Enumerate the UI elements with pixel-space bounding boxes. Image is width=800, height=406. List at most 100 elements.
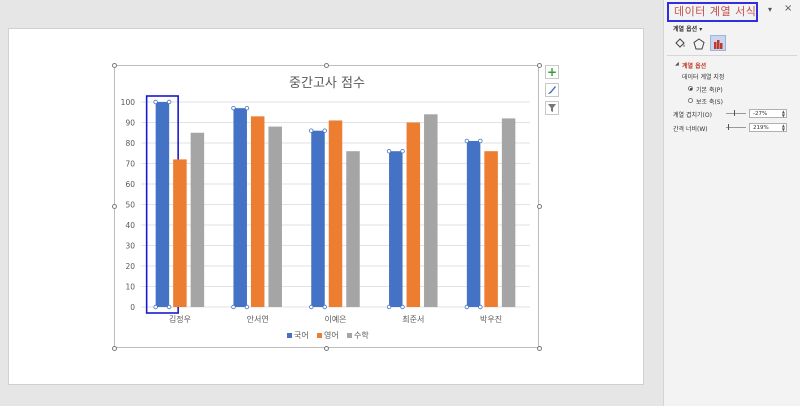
spin-down-icon[interactable]: ▼ [781,127,785,132]
pane-options-arrow-icon[interactable]: ▾ [768,5,773,14]
selection-handle[interactable] [400,148,405,154]
series-overlap-input[interactable]: -27% ▲ ▼ [749,109,787,118]
gap-width-slider[interactable] [726,127,746,128]
selection-handle[interactable] [478,138,483,144]
selection-handle[interactable] [244,304,250,310]
y-tick-label: 20 [125,262,135,271]
selection-handle[interactable] [322,304,327,310]
bar-영어[interactable] [484,151,498,307]
selection-handle[interactable] [244,105,250,111]
bar-국어[interactable] [233,108,247,308]
selection-handle[interactable] [478,304,483,310]
bar-영어[interactable] [328,120,343,307]
x-tick-label: 이예은 [324,314,346,324]
pane-title: 데이터 계열 서식 [667,2,758,22]
x-tick-label: 안서연 [247,314,269,324]
y-tick-label: 50 [125,201,135,210]
y-tick-label: 0 [130,303,135,312]
selection-handle[interactable] [386,148,392,154]
resize-handle-top-left[interactable] [112,63,117,68]
series-overlap-label: 계열 겹치기(O) [673,112,712,119]
bar-수학[interactable] [190,132,205,307]
close-icon[interactable]: × [784,3,793,14]
selection-handle[interactable] [400,304,405,310]
selection-handle[interactable] [309,304,314,310]
resize-handle-bottom-left[interactable] [112,346,117,351]
chart[interactable]: 중간고사 점수 0 10 20 30 40 50 60 70 80 90 100 김정우 안서연 이예은 최준… [115,66,540,349]
primary-axis-label: 기본 축(P) [696,87,723,94]
selection-handle[interactable] [309,128,314,133]
selection-handle[interactable] [166,304,172,310]
series-options-dropdown[interactable]: 계열 옵션 ▾ [673,26,703,33]
selection-handle[interactable] [386,304,392,310]
y-tick-label: 70 [125,160,135,169]
collapse-triangle-icon: ◢ [675,61,679,67]
brush-icon [548,86,556,94]
legend-label[interactable]: 수학 [354,330,369,340]
resize-handle-bottom[interactable] [324,346,329,351]
y-tick-label: 10 [125,283,135,292]
secondary-axis-label: 보조 축(S) [696,99,723,106]
series-options-icon [714,40,723,49]
bar-영어[interactable] [406,122,421,308]
selection-handle[interactable] [322,128,327,133]
bar-수학[interactable] [424,114,438,307]
selection-handle[interactable] [166,99,172,105]
bar-수학[interactable] [346,151,360,307]
bar-국어[interactable] [466,140,481,307]
y-tick-label: 80 [125,139,135,148]
y-tick-label: 90 [125,119,135,128]
effects-icon [693,38,705,50]
chart-title[interactable]: 중간고사 점수 [289,76,365,91]
y-tick-label: 100 [121,98,136,107]
plus-icon: + [546,65,558,79]
bar-국어[interactable] [155,102,170,307]
bar-국어[interactable] [311,130,325,307]
series-options-tab[interactable] [710,35,726,51]
resize-handle-top-right[interactable] [537,63,542,68]
chart-styles-button[interactable] [545,83,559,97]
bar-수학[interactable] [501,118,516,308]
gap-width-slider-thumb[interactable] [728,124,729,130]
bar-수학[interactable] [268,126,282,307]
selection-handle[interactable] [153,99,158,105]
chart-elements-button[interactable]: + [545,65,559,79]
filter-icon [548,104,556,112]
plot-series-on-label: 데이터 계열 지정 [682,74,725,81]
bar-영어[interactable] [173,159,187,307]
resize-handle-top[interactable] [324,63,329,68]
x-tick-label: 김정우 [169,314,191,324]
selection-handle[interactable] [231,304,236,310]
secondary-axis-radio[interactable] [688,98,693,103]
selection-handle[interactable] [464,138,470,144]
y-tick-label: 40 [125,221,135,230]
x-tick-label: 최준서 [402,314,424,324]
spin-down-icon[interactable]: ▼ [781,113,785,118]
resize-handle-bottom-right[interactable] [537,346,542,351]
format-data-series-pane: 데이터 계열 서식 ▾ × 계열 옵션 ▾ ◢ 계열 옵션 데이터 계열 지정 … [663,0,800,406]
bar-국어[interactable] [389,151,403,307]
selection-handle[interactable] [231,105,236,111]
series-overlap-value: -27% [753,111,768,117]
selection-handle[interactable] [464,304,470,310]
y-tick-label: 30 [125,242,135,251]
gap-width-input[interactable]: 219% ▲ ▼ [749,123,787,132]
y-tick-label: 60 [125,180,135,189]
resize-handle-left[interactable] [112,204,117,209]
legend-label[interactable]: 영어 [324,330,339,340]
legend-label[interactable]: 국어 [294,330,309,340]
fill-line-tab[interactable] [673,36,687,50]
primary-axis-radio[interactable] [688,86,693,91]
series-overlap-slider[interactable] [726,113,746,114]
series-overlap-slider-thumb[interactable] [734,110,735,116]
resize-handle-right[interactable] [537,204,542,209]
bar-영어[interactable] [250,116,265,307]
spin-up-icon[interactable]: ▲ [781,109,785,114]
selection-handle[interactable] [153,304,158,310]
effects-tab[interactable] [692,36,706,50]
section-label[interactable]: 계열 옵션 [682,63,707,70]
legend-swatch [347,333,352,338]
chart-filters-button[interactable] [545,101,559,115]
chart-frame[interactable]: 중간고사 점수 0 10 20 30 40 50 60 70 80 90 100 김정우 안서연 이예은 최준… [114,65,539,348]
spin-up-icon[interactable]: ▲ [781,123,785,128]
